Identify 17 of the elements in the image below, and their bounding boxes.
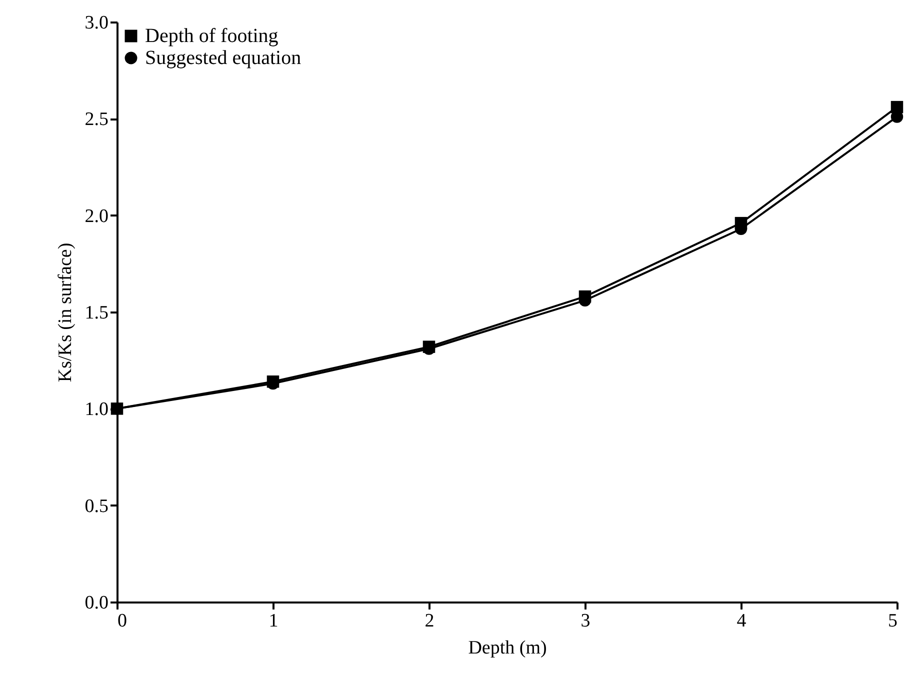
y-tick-label: 0.0: [84, 592, 108, 614]
x-tick-label: 0: [118, 610, 127, 632]
legend-label: Suggested equation: [145, 47, 302, 69]
y-tick-label: 3.0: [84, 12, 108, 34]
x-tick-label: 3: [580, 610, 590, 632]
y-tick-label: 2.0: [84, 206, 108, 227]
x-tick-label: 1: [268, 610, 278, 632]
x-tick-label: 2: [424, 610, 434, 632]
y-tick-label: 2.5: [84, 109, 108, 130]
legend-label: Depth of footing: [145, 25, 278, 47]
x-axis-title: Depth (m): [468, 638, 547, 658]
y-tick-label: 1.0: [84, 399, 108, 420]
y-tick-label: 0.5: [84, 496, 108, 517]
y-tick-label: 1.5: [84, 302, 108, 324]
x-tick-label: 4: [736, 610, 747, 632]
y-axis-title: Ks/Ks (in surface): [54, 242, 76, 382]
x-tick-label: 5: [888, 610, 898, 632]
